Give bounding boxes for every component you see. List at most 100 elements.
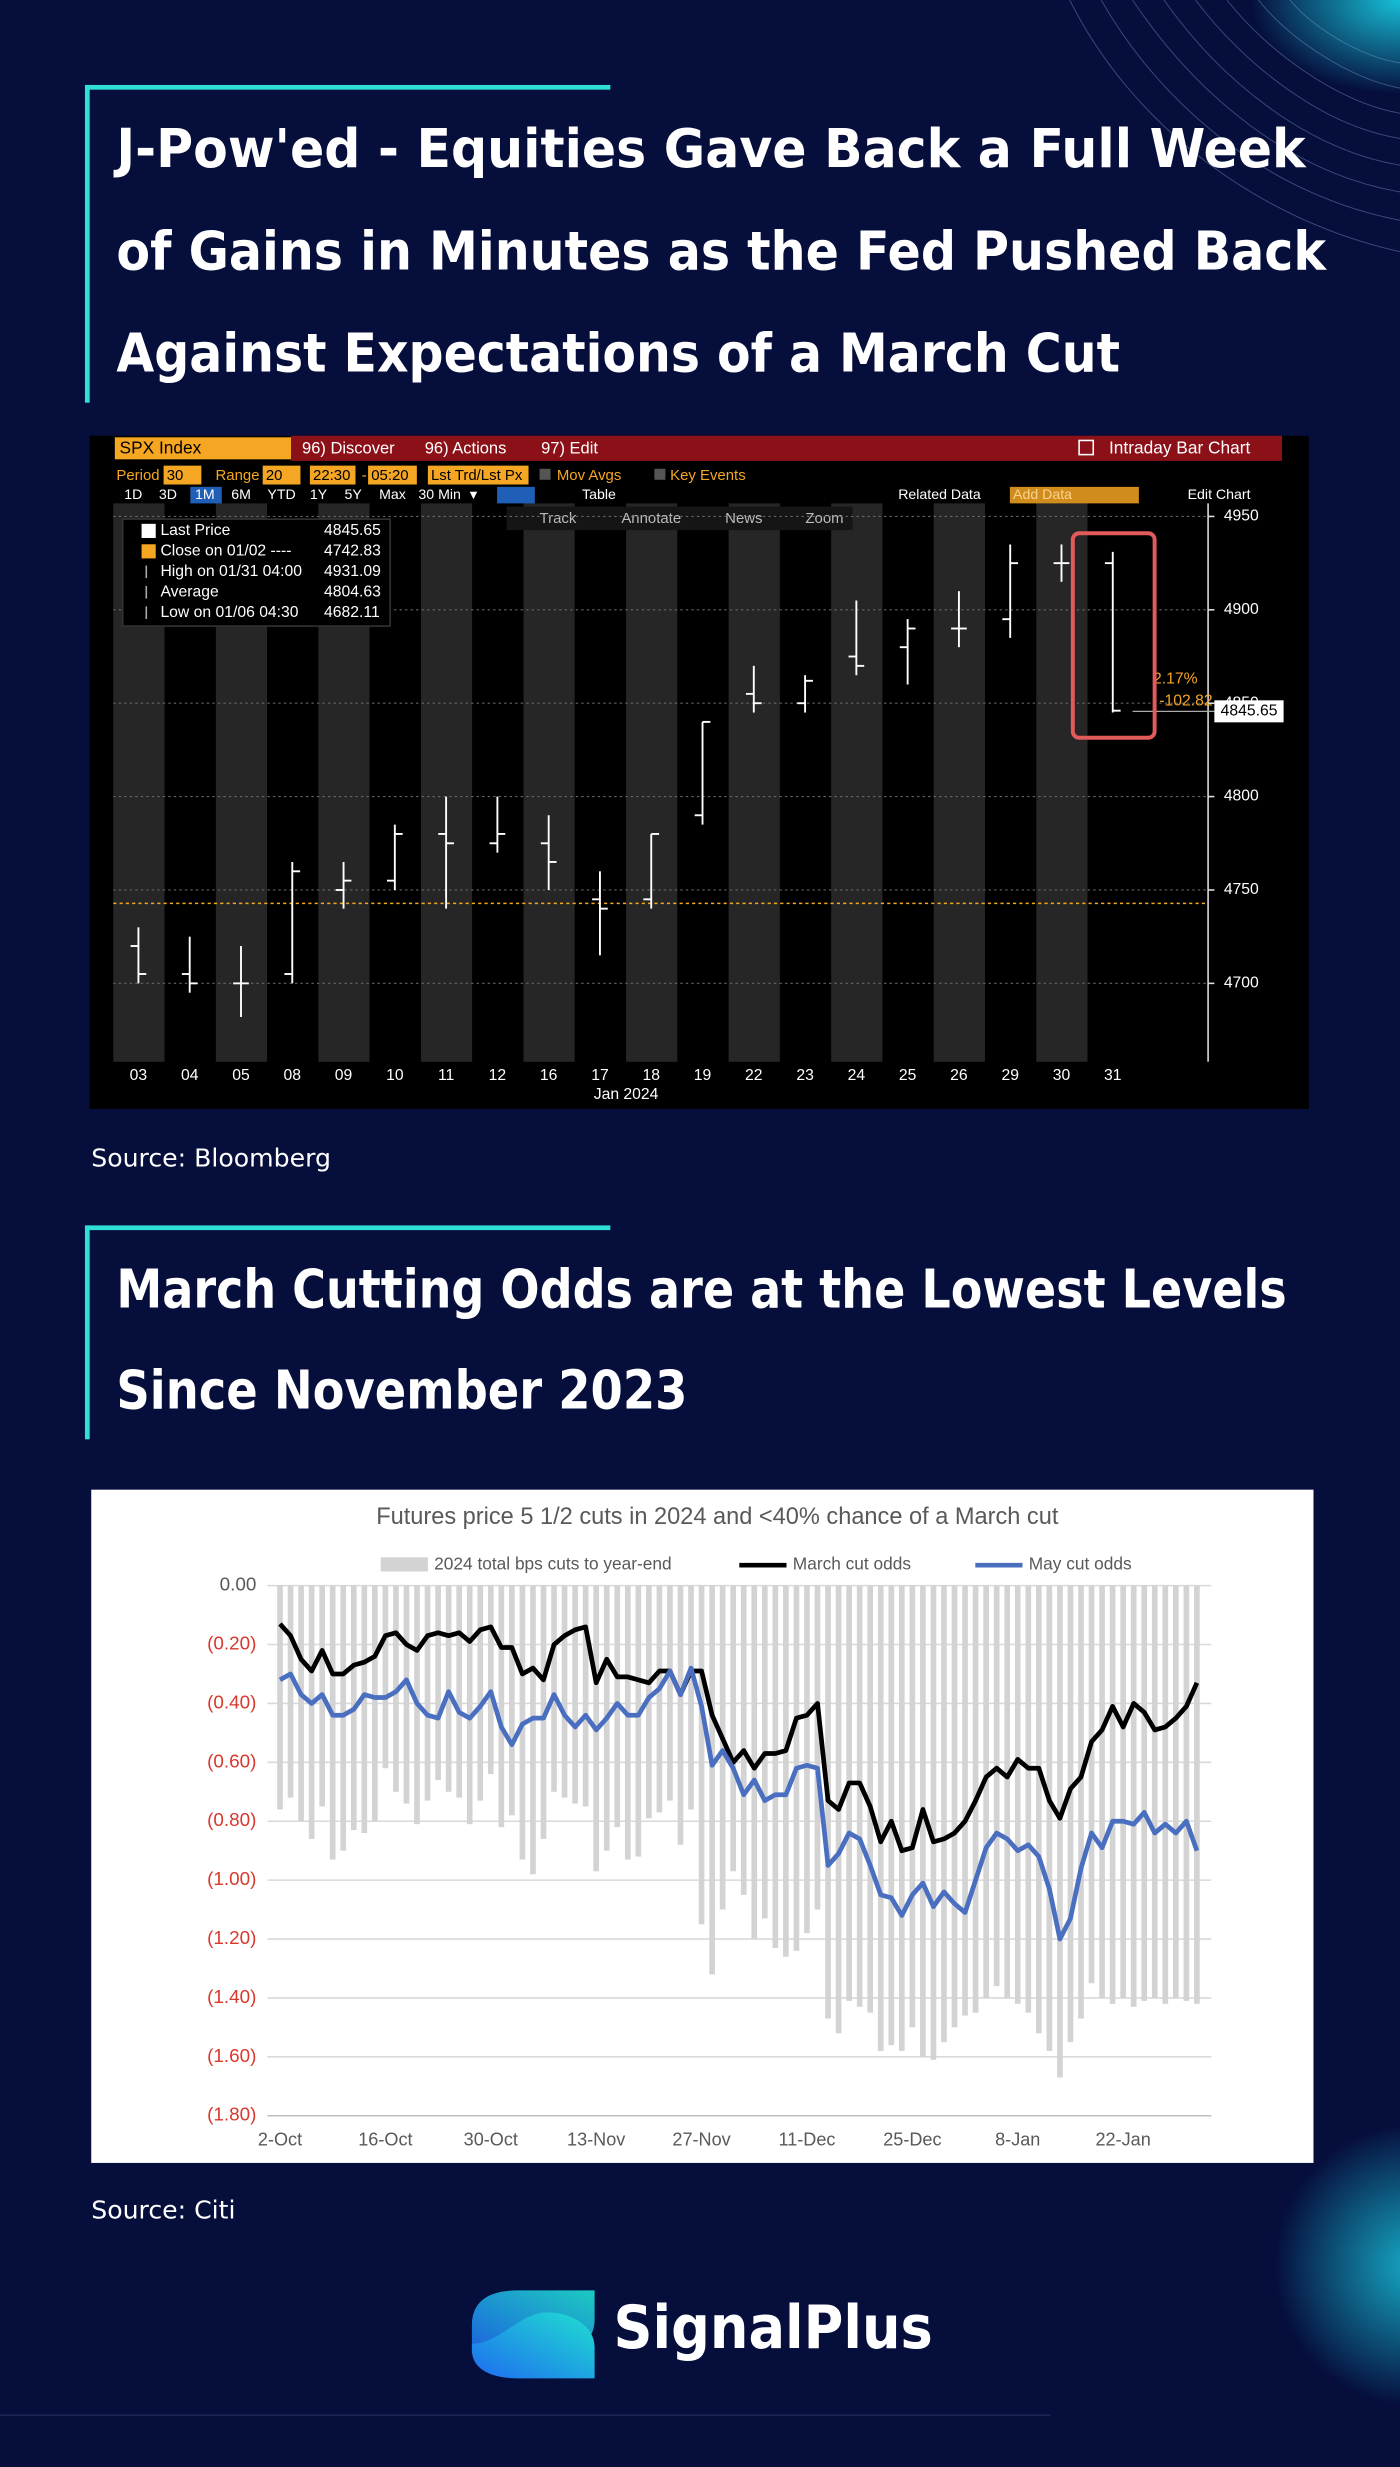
setting: - [362, 467, 367, 484]
title-rule [86, 1225, 611, 1231]
bar [1173, 1585, 1179, 1998]
button[interactable]: 5Y [344, 486, 362, 502]
title-line: March Cutting Odds are at the Lowest Lev… [116, 1258, 1286, 1321]
source: Source: Bloomberg [91, 1143, 331, 1172]
bar [1151, 1585, 1158, 1998]
tool[interactable]: Annotate [621, 510, 681, 527]
bar [783, 1585, 789, 1957]
setting: Range [216, 467, 260, 484]
x-tick-label: 11 [438, 1067, 454, 1084]
button-active [190, 486, 222, 505]
menu-item: 96) Actions [425, 439, 507, 457]
bar [1120, 1585, 1126, 1998]
x-tick-label: 04 [181, 1067, 199, 1084]
bar [1130, 1585, 1137, 2007]
bar [656, 1585, 663, 1813]
glow [1274, 2124, 1400, 2406]
day-band [472, 503, 524, 1062]
legend-label: Average [160, 583, 219, 600]
x-tick-label: 17 [591, 1067, 608, 1084]
setting-box [309, 465, 356, 485]
setting-box [427, 465, 529, 485]
x-tick-label: 03 [130, 1067, 148, 1084]
title-line: J-Pow'ed - Equities Gave Back a Full Wee… [114, 117, 1307, 180]
day-band [779, 503, 832, 1062]
add-data-box [1009, 486, 1139, 505]
bar [993, 1585, 1000, 1987]
legend-box [121, 518, 391, 627]
y-tick-label: (1.40) [207, 1986, 256, 2007]
bar [846, 1585, 852, 2001]
button[interactable]: 6M [231, 486, 251, 502]
x-tick-label: 19 [694, 1067, 711, 1084]
day-band [831, 503, 883, 1062]
legend-label: High on 01/31 04:00 [160, 563, 302, 580]
decor-arcs [1069, 0, 1400, 253]
x-tick-label: 22 [745, 1067, 762, 1084]
button[interactable]: Table [582, 486, 616, 502]
legend-label: March cut odds [793, 1554, 912, 1574]
tool[interactable]: Edit Chart [1188, 486, 1251, 502]
bar [877, 1585, 884, 2051]
button[interactable]: 1D [124, 486, 142, 502]
bar [867, 1585, 874, 2013]
tool[interactable]: Zoom [805, 510, 843, 527]
button[interactable]: YTD [267, 486, 295, 502]
ticker-box [114, 437, 292, 460]
setting: 05:20 [371, 467, 408, 484]
bar [466, 1585, 473, 1825]
glow [1101, 0, 1400, 189]
tool[interactable]: Related Data [898, 486, 981, 502]
x-tick-label: 22-Jan [1096, 2130, 1151, 2150]
toolbar [291, 435, 1283, 461]
bar [1162, 1585, 1169, 2004]
bar [1088, 1585, 1095, 1984]
setting-box [163, 465, 202, 485]
bar [772, 1585, 779, 1948]
odds-chart: Futures price 5 1/2 cuts in 2024 and <40… [91, 1489, 1314, 2163]
setting: Lst Trd/Lst Px [431, 467, 523, 484]
bar [298, 1585, 304, 1822]
bar [930, 1585, 937, 2060]
button[interactable]: 3D [159, 486, 177, 502]
bar [1036, 1585, 1042, 2034]
bar [1194, 1585, 1200, 2004]
x-tick-label: 23 [796, 1067, 814, 1084]
day-band [574, 503, 627, 1062]
bar [530, 1585, 536, 1875]
setting: 20 [266, 467, 283, 484]
button[interactable]: Max [379, 486, 406, 502]
source: Source: Citi [91, 2196, 235, 2225]
bar [551, 1585, 557, 1792]
tool[interactable]: News [725, 510, 762, 527]
legend-label: Last Price [160, 522, 230, 539]
setting: 30 [167, 467, 184, 484]
bar [719, 1585, 726, 1910]
button[interactable]: 30 Min [418, 486, 460, 502]
bar [1046, 1585, 1053, 2051]
x-tick-label: 30 [1053, 1067, 1071, 1084]
button[interactable]: 1Y [310, 486, 328, 502]
change: -102.82 [1159, 693, 1212, 710]
bar [435, 1585, 441, 1780]
day-band [523, 503, 575, 1062]
bar [856, 1585, 863, 2007]
bar [909, 1585, 916, 2028]
y-tick-label: 4900 [1224, 601, 1259, 618]
legend-label: May cut odds [1029, 1554, 1132, 1574]
x-tick-label: 05 [232, 1067, 250, 1084]
tool[interactable]: Add Data [1013, 486, 1072, 502]
bar [424, 1585, 431, 1801]
tool[interactable]: Track [540, 510, 577, 527]
bar [635, 1585, 642, 1857]
bar [382, 1585, 389, 1769]
legend-label: Close on 01/02 ---- [160, 543, 291, 560]
bar [888, 1585, 895, 2046]
y-tick-label: (0.20) [207, 1633, 256, 1654]
legend-value: 4682.11 [324, 604, 380, 621]
bar [498, 1585, 505, 1828]
bar [487, 1585, 494, 1775]
button[interactable]: 1M [195, 486, 215, 502]
x-tick-label: 18 [642, 1067, 660, 1084]
bar [1067, 1585, 1074, 2043]
